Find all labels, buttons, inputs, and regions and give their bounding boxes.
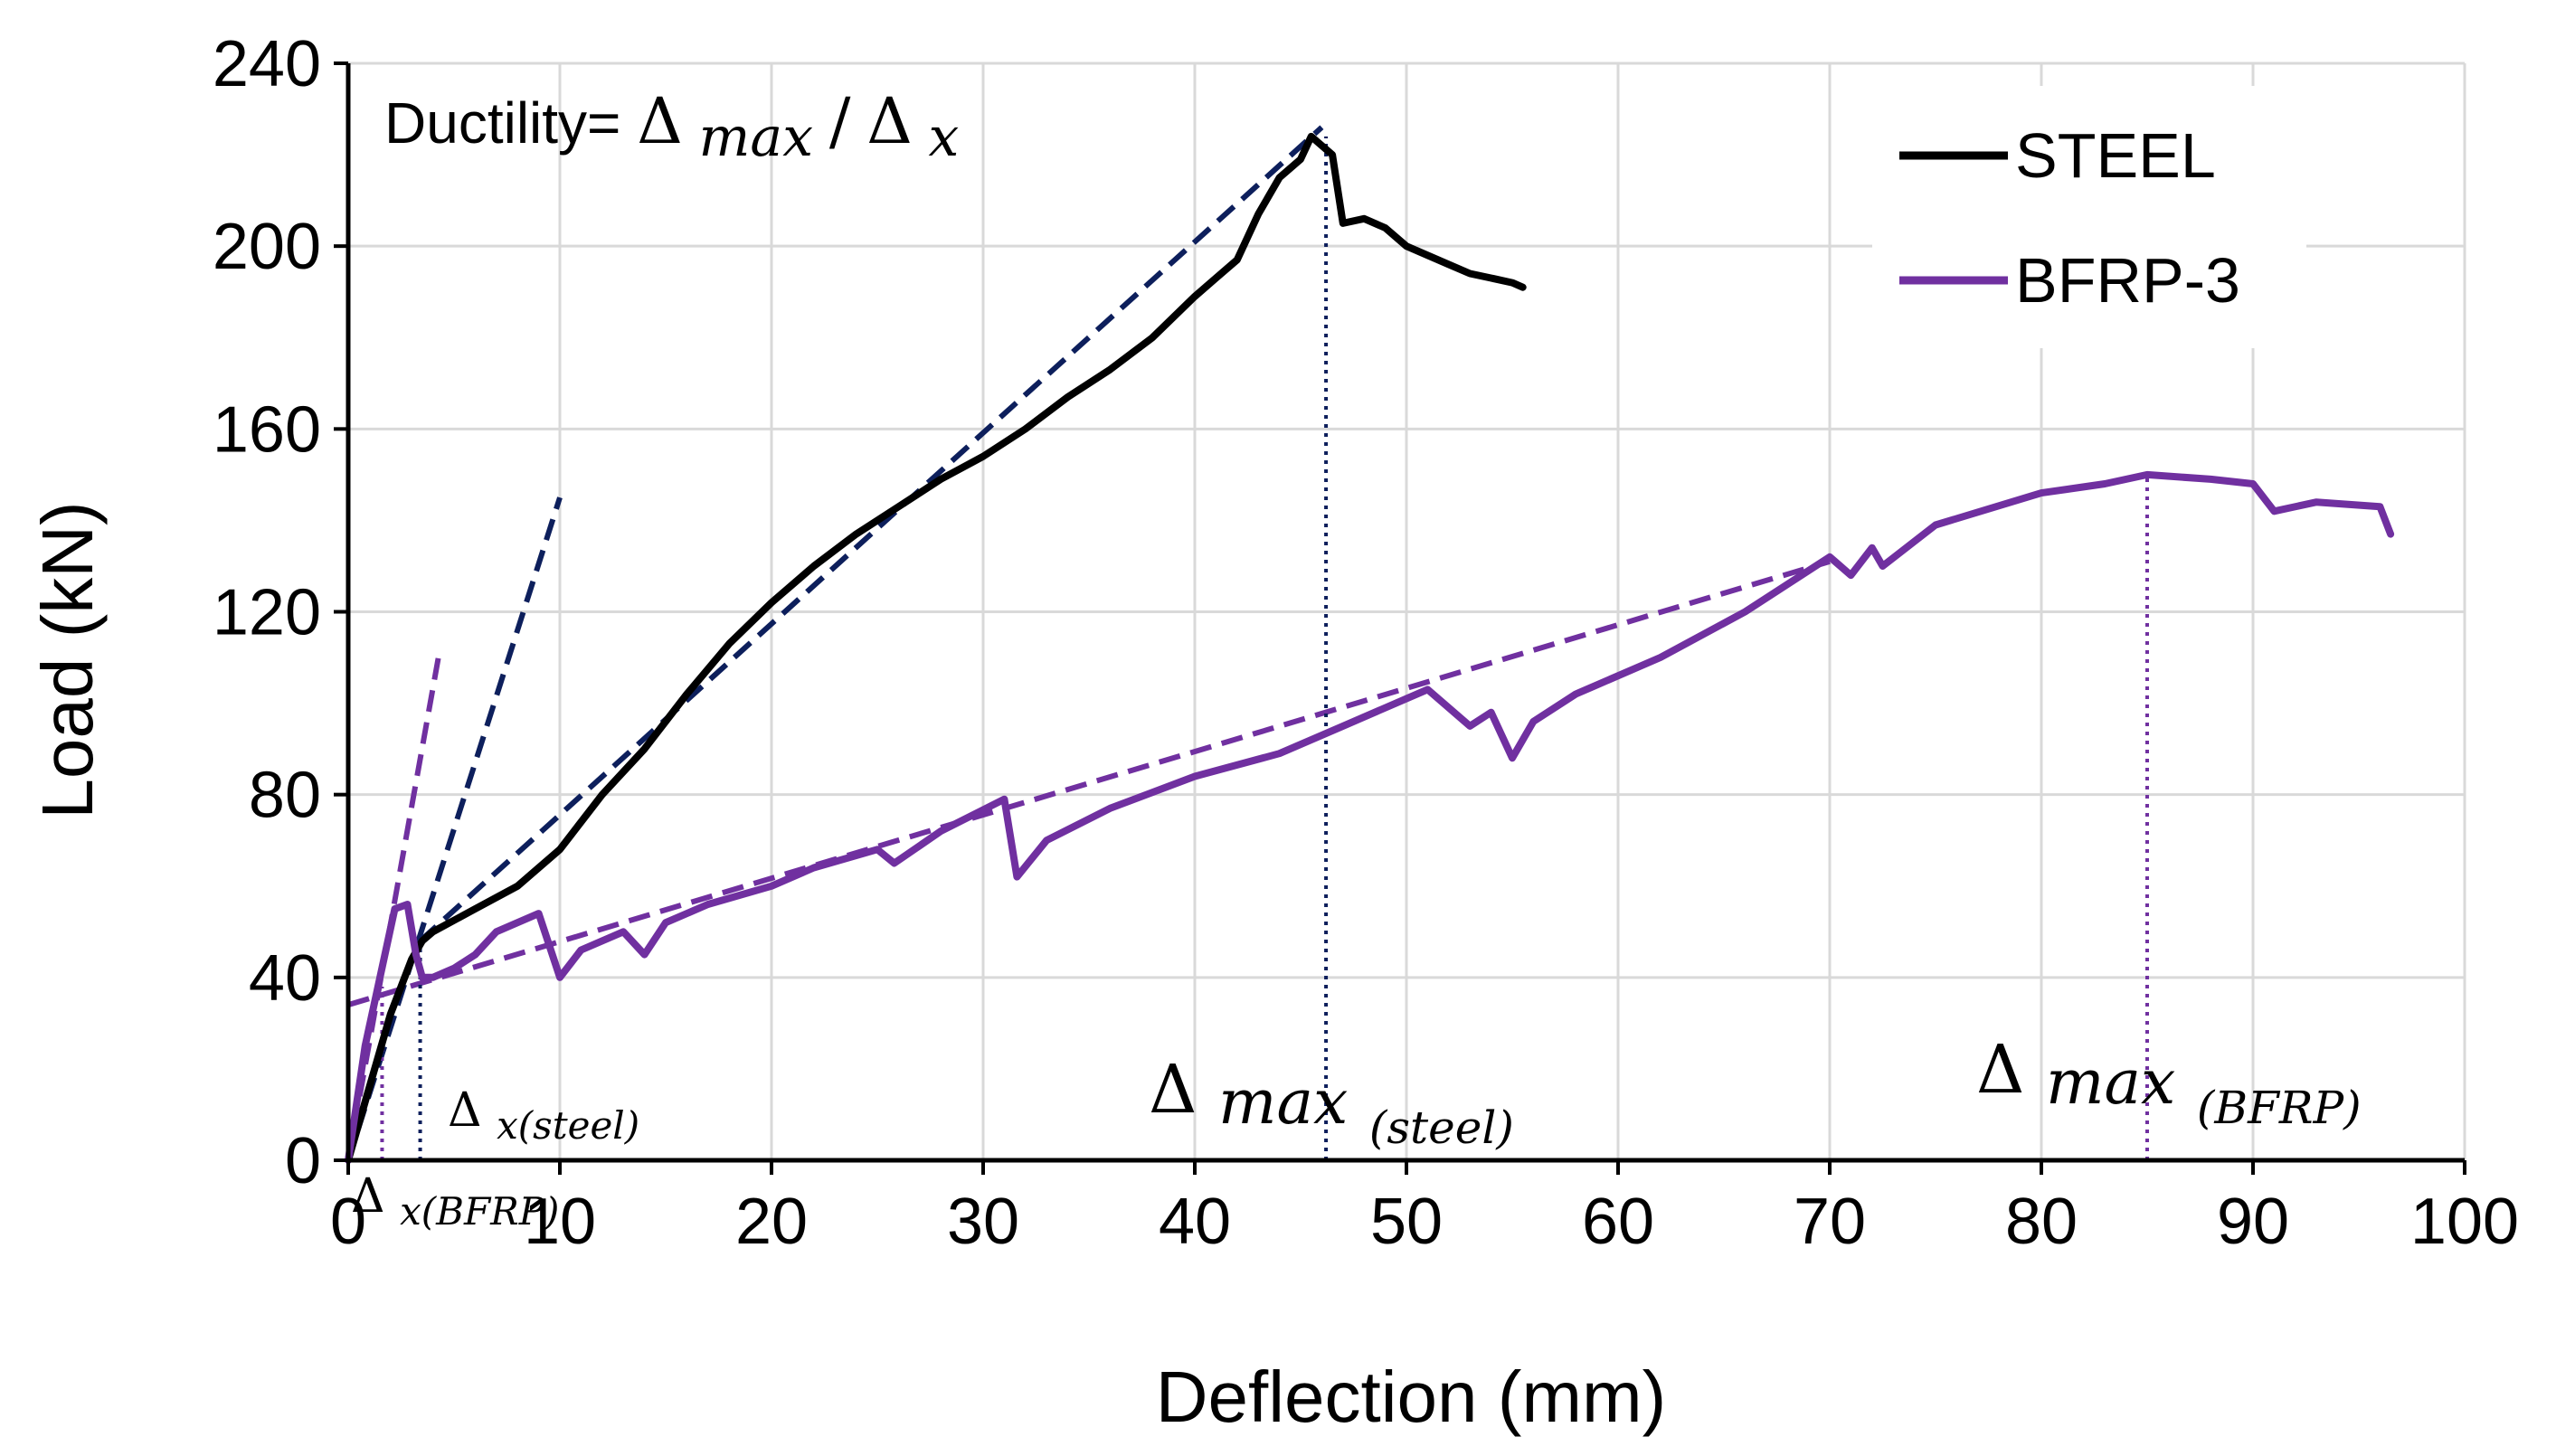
y-axis-title: Load (kN) [27, 501, 108, 818]
y-tick-label-0: 0 [285, 1125, 321, 1197]
x-tick-label-8: 80 [2005, 1186, 2078, 1258]
x-tick-label-7: 70 [1794, 1186, 1866, 1258]
legend: STEEL BFRP-3 [1872, 86, 2306, 348]
series-lines [345, 132, 2395, 1164]
series-line-steel [345, 132, 1527, 1164]
x-tick-label-0: 0 [330, 1186, 366, 1258]
legend-label-bfrp3: BFRP-3 [2015, 245, 2240, 316]
grid [348, 61, 2466, 1160]
annotation-delta-x-steel-symbol: Δ [448, 1083, 482, 1138]
formula-denominator-symbol: Δ [866, 84, 913, 158]
x-tick-label-3: 30 [947, 1186, 1019, 1258]
formula-separator: / [829, 84, 851, 158]
x-tick-label-4: 40 [1159, 1186, 1231, 1258]
annotation-delta-max-steel: Δ max (steel) [1149, 1051, 1514, 1154]
x-tick-label-9: 90 [2217, 1186, 2289, 1258]
x-tick-label-10: 100 [2410, 1186, 2519, 1258]
series-line-bfrp-3 [345, 470, 2395, 1164]
y-tick-label-3: 120 [213, 577, 321, 649]
x-tick-label-1: 10 [524, 1186, 596, 1258]
ref-line-bfrp-secant [347, 559, 1831, 1008]
annotation-delta-max-steel-sub: (steel) [1369, 1101, 1514, 1154]
annotation-delta-x-steel-sub: x(steel) [497, 1103, 639, 1148]
y-tick-label-2: 80 [249, 760, 321, 832]
annotation-delta-max-bfrp-sub: (BFRP) [2197, 1082, 2362, 1134]
annotation-delta-x-bfrp-sub: x(BFRP) [400, 1189, 559, 1234]
x-axis-title: Deflection (mm) [1156, 1357, 1667, 1437]
y-tick-label-6: 240 [213, 28, 321, 100]
formula-numerator-sub: max [699, 106, 814, 169]
annotation-delta-max-bfrp: Δ max (BFRP) [1976, 1031, 2362, 1134]
annotation-delta-max-steel-main: max [1218, 1067, 1348, 1139]
ref-line-steel-secant [418, 125, 1324, 943]
formula-prefix: Ductility= [384, 90, 637, 156]
tick-labels: 0 10 20 30 40 50 60 70 80 90 100 0 40 80 120 160 200 240 [213, 28, 2519, 1258]
formula-numerator-symbol: Δ [637, 84, 683, 158]
formula-denominator-sub: x [929, 106, 960, 169]
x-tick-label-5: 50 [1370, 1186, 1443, 1258]
annotation-delta-max-bfrp-main: max [2046, 1047, 2175, 1119]
annotation-delta-x-steel: Δ x(steel) [448, 1083, 639, 1148]
annotation-delta-max-bfrp-symbol: Δ [1976, 1031, 2024, 1109]
y-tick-label-4: 160 [213, 393, 321, 466]
annotation-delta-max-steel-symbol: Δ [1149, 1051, 1197, 1129]
annotation-delta-x-bfrp: Δ x(BFRP) [351, 1169, 559, 1234]
annotation-delta-x-bfrp-symbol: Δ [351, 1169, 385, 1224]
y-tick-label-5: 200 [213, 211, 321, 283]
legend-background [1872, 86, 2306, 348]
ductility-formula: Ductility= Δ max / Δ x [384, 84, 959, 169]
y-tick-label-1: 40 [249, 942, 321, 1015]
x-tick-label-2: 20 [735, 1186, 808, 1258]
axes [334, 61, 2466, 1175]
x-tick-label-6: 60 [1582, 1186, 1654, 1258]
legend-label-steel: STEEL [2015, 120, 2216, 191]
